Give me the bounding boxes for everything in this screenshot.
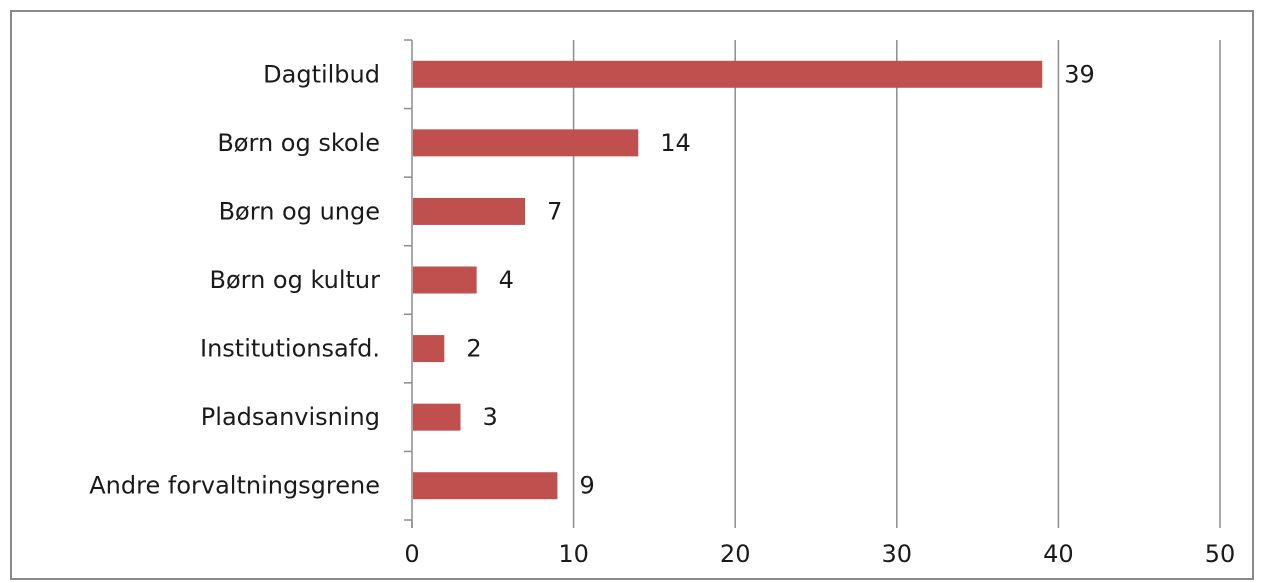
bar [413,129,639,157]
data-label: 39 [1064,60,1095,88]
category-label: Institutionsafd. [200,335,380,363]
data-label: 3 [482,403,497,431]
x-tick-label: 0 [404,540,419,568]
category-label: Børn og unge [219,197,380,225]
category-label: Børn og skole [217,129,380,157]
x-tick-label: 20 [720,540,751,568]
data-label: 2 [466,335,481,363]
chart-frame [10,10,1254,580]
data-label: 9 [579,472,594,500]
data-label: 14 [660,129,691,157]
bar [413,403,461,431]
category-label: Dagtilbud [263,60,380,88]
category-label: Børn og kultur [209,266,380,294]
bar [413,472,558,500]
data-label: 7 [547,197,562,225]
data-label: 4 [499,266,514,294]
category-label: Andre forvaltningsgrene [89,472,380,500]
bar [413,335,445,363]
x-tick-label: 40 [1043,540,1074,568]
bar [413,266,477,294]
category-label: Pladsanvisning [201,403,380,431]
bar [413,197,526,225]
x-tick-label: 50 [1205,540,1236,568]
bar [413,60,1043,88]
x-tick-label: 30 [882,540,913,568]
x-tick-label: 10 [558,540,589,568]
